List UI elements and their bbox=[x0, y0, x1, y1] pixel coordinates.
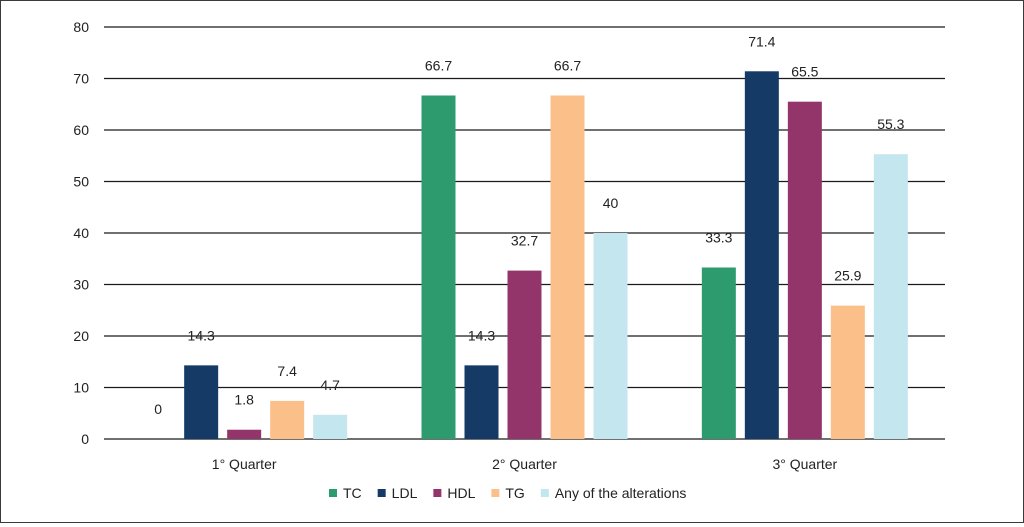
bar-ldl bbox=[744, 71, 779, 439]
x-axis-ticks: 1° Quarter 2° Quarter 3° Quarter bbox=[212, 456, 838, 472]
x-tick-label: 3° Quarter bbox=[772, 456, 837, 472]
data-label: 7.4 bbox=[277, 363, 297, 379]
data-label: 4.7 bbox=[320, 377, 340, 393]
x-tick-label: 2° Quarter bbox=[492, 456, 557, 472]
bar-ldl bbox=[464, 365, 499, 439]
legend: TC LDL HDL TG Any of the alterations bbox=[329, 485, 686, 501]
y-tick-label: 30 bbox=[73, 277, 89, 293]
bar-hdl bbox=[787, 101, 822, 440]
bar-tc bbox=[701, 267, 736, 439]
y-tick-label: 80 bbox=[73, 19, 89, 35]
legend-swatch-any-of-the-alterations bbox=[540, 489, 549, 497]
data-label: 14.3 bbox=[188, 327, 215, 343]
legend-label: TC bbox=[343, 485, 362, 501]
legend-label: Any of the alterations bbox=[555, 485, 687, 501]
legend-swatch-tg bbox=[491, 489, 500, 497]
legend-swatch-ldl bbox=[377, 489, 386, 497]
legend-label: TG bbox=[505, 485, 524, 501]
bars bbox=[184, 71, 908, 440]
bar-tc bbox=[421, 95, 456, 440]
bar-tg bbox=[270, 400, 305, 439]
gridlines bbox=[104, 26, 945, 440]
data-label: 71.4 bbox=[748, 33, 775, 49]
y-tick-label: 50 bbox=[73, 174, 89, 190]
bar-tg bbox=[830, 305, 865, 439]
y-tick-label: 0 bbox=[81, 431, 89, 447]
bar-hdl bbox=[507, 270, 542, 439]
data-label: 0 bbox=[154, 401, 162, 417]
bar-ldl bbox=[184, 365, 219, 439]
data-label: 32.7 bbox=[511, 233, 538, 249]
y-tick-label: 10 bbox=[73, 380, 89, 396]
data-label: 65.5 bbox=[791, 64, 818, 80]
y-tick-label: 60 bbox=[73, 122, 89, 138]
bar-tg bbox=[550, 95, 585, 440]
data-label: 55.3 bbox=[877, 116, 904, 132]
y-tick-label: 70 bbox=[73, 71, 89, 87]
data-label: 33.3 bbox=[705, 230, 732, 246]
bar-any-of-the-alterations bbox=[873, 154, 908, 439]
y-tick-label: 20 bbox=[73, 328, 89, 344]
legend-label: LDL bbox=[392, 485, 418, 501]
x-tick-label: 1° Quarter bbox=[212, 456, 277, 472]
legend-swatch-tc bbox=[329, 489, 337, 497]
data-label: 66.7 bbox=[425, 57, 452, 73]
bar-any-of-the-alterations bbox=[593, 233, 628, 439]
bar-hdl bbox=[227, 429, 262, 439]
data-labels: 0 14.3 1.8 7.4 4.7 66.7 14.3 32.7 66.7 40 33.3 71.4… bbox=[154, 33, 904, 417]
legend-label: HDL bbox=[447, 485, 475, 501]
data-label: 1.8 bbox=[234, 392, 254, 408]
data-label: 40 bbox=[603, 195, 619, 211]
legend-swatch-hdl bbox=[433, 489, 442, 497]
data-label: 66.7 bbox=[554, 57, 581, 73]
y-tick-label: 40 bbox=[73, 225, 89, 241]
data-label: 14.3 bbox=[468, 327, 495, 343]
y-axis-ticks: 0 10 20 30 40 50 60 70 80 bbox=[73, 19, 89, 447]
data-label: 25.9 bbox=[834, 268, 861, 284]
bar-any-of-the-alterations bbox=[313, 414, 348, 439]
